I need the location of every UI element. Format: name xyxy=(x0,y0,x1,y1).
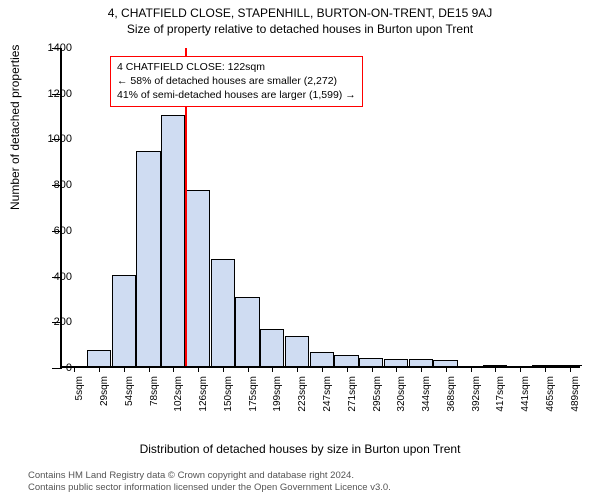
histogram-bar xyxy=(235,297,259,366)
x-tick-label: 247sqm xyxy=(322,376,333,416)
footer-line1: Contains HM Land Registry data © Crown c… xyxy=(28,470,391,482)
annotation-line3: 41% of semi-detached houses are larger (… xyxy=(117,88,356,102)
x-tick xyxy=(198,366,199,372)
y-tick-label: 1400 xyxy=(32,42,72,54)
x-tick-label: 465sqm xyxy=(545,376,556,416)
histogram-bar xyxy=(310,352,334,366)
histogram-bar xyxy=(409,359,433,366)
x-tick xyxy=(495,366,496,372)
x-tick xyxy=(471,366,472,372)
footer-line2: Contains public sector information licen… xyxy=(28,482,391,494)
histogram-bar xyxy=(87,350,111,366)
title-sub: Size of property relative to detached ho… xyxy=(0,20,600,36)
x-tick xyxy=(421,366,422,372)
histogram-bar xyxy=(384,359,408,366)
x-tick-label: 54sqm xyxy=(124,376,135,416)
x-tick-label: 320sqm xyxy=(396,376,407,416)
x-tick xyxy=(124,366,125,372)
histogram-bar xyxy=(186,190,210,366)
x-tick xyxy=(173,366,174,372)
y-tick-label: 400 xyxy=(32,271,72,283)
histogram-bar xyxy=(161,115,185,366)
x-tick xyxy=(99,366,100,372)
y-tick-label: 0 xyxy=(32,362,72,374)
histogram-bar xyxy=(260,329,284,366)
x-tick xyxy=(446,366,447,372)
x-tick-label: 5sqm xyxy=(74,376,85,416)
x-tick xyxy=(570,366,571,372)
x-tick-label: 271sqm xyxy=(347,376,358,416)
y-tick-label: 800 xyxy=(32,179,72,191)
annotation-line2: ← 58% of detached houses are smaller (2,… xyxy=(117,74,356,88)
x-tick-label: 417sqm xyxy=(495,376,506,416)
x-tick xyxy=(347,366,348,372)
x-tick xyxy=(74,366,75,372)
y-tick-label: 1000 xyxy=(32,133,72,145)
x-tick-label: 441sqm xyxy=(520,376,531,416)
footer-attribution: Contains HM Land Registry data © Crown c… xyxy=(28,470,391,494)
x-tick xyxy=(297,366,298,372)
x-tick xyxy=(545,366,546,372)
x-tick xyxy=(372,366,373,372)
x-tick-label: 199sqm xyxy=(272,376,283,416)
x-tick-label: 78sqm xyxy=(149,376,160,416)
x-tick-label: 175sqm xyxy=(248,376,259,416)
x-tick-label: 368sqm xyxy=(446,376,457,416)
histogram-bar xyxy=(136,151,160,366)
histogram-bar xyxy=(359,358,383,366)
x-tick-label: 29sqm xyxy=(99,376,110,416)
x-tick xyxy=(272,366,273,372)
x-tick xyxy=(396,366,397,372)
y-tick-label: 200 xyxy=(32,316,72,328)
x-tick-label: 102sqm xyxy=(173,376,184,416)
x-tick-label: 126sqm xyxy=(198,376,209,416)
y-tick-label: 600 xyxy=(32,225,72,237)
x-tick xyxy=(149,366,150,372)
x-tick xyxy=(248,366,249,372)
x-tick-label: 392sqm xyxy=(471,376,482,416)
y-tick-label: 1200 xyxy=(32,88,72,100)
annotation-box: 4 CHATFIELD CLOSE: 122sqm← 58% of detach… xyxy=(110,56,363,107)
annotation-line1: 4 CHATFIELD CLOSE: 122sqm xyxy=(117,60,356,74)
x-tick-label: 344sqm xyxy=(421,376,432,416)
histogram-bar xyxy=(285,336,309,366)
chart-container: 4, CHATFIELD CLOSE, STAPENHILL, BURTON-O… xyxy=(0,0,600,500)
plot-area: 5sqm29sqm54sqm78sqm102sqm126sqm150sqm175… xyxy=(60,48,580,368)
y-axis-label: Number of detached properties xyxy=(8,45,22,210)
x-tick xyxy=(520,366,521,372)
chart-area: 5sqm29sqm54sqm78sqm102sqm126sqm150sqm175… xyxy=(60,48,580,408)
x-tick-label: 295sqm xyxy=(372,376,383,416)
x-tick xyxy=(322,366,323,372)
x-axis-label: Distribution of detached houses by size … xyxy=(0,442,600,456)
x-tick-label: 150sqm xyxy=(223,376,234,416)
histogram-bar xyxy=(211,259,235,366)
x-tick xyxy=(223,366,224,372)
title-main: 4, CHATFIELD CLOSE, STAPENHILL, BURTON-O… xyxy=(0,0,600,20)
histogram-bar xyxy=(112,275,136,366)
histogram-bar xyxy=(334,355,358,366)
x-tick-label: 223sqm xyxy=(297,376,308,416)
x-tick-label: 489sqm xyxy=(570,376,581,416)
